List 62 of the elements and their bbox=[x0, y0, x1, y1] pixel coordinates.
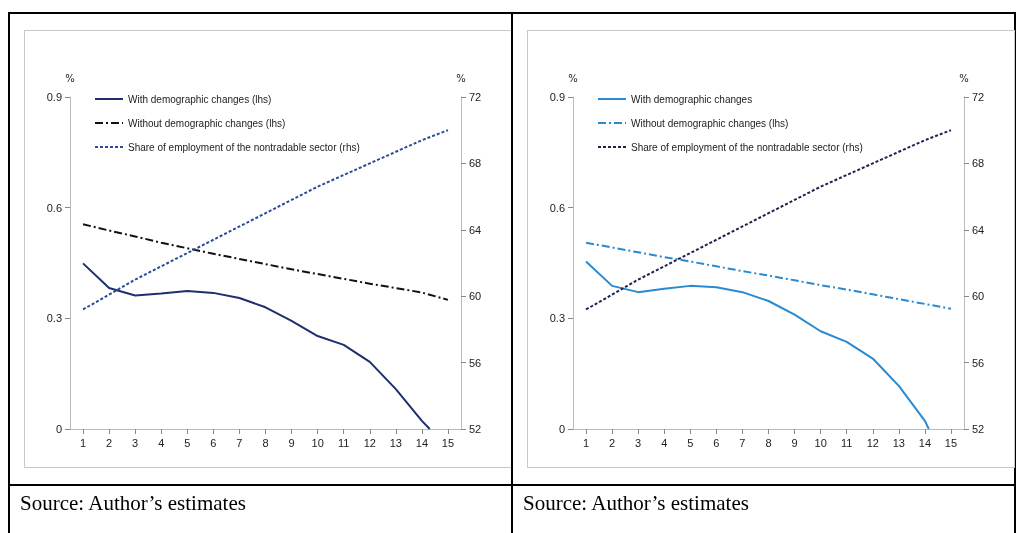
y2-tick-label: 72 bbox=[972, 91, 985, 103]
y-axis-title: % bbox=[65, 72, 75, 84]
x-tick-label: 6 bbox=[713, 436, 720, 449]
source-note: Source: Author’s estimates bbox=[10, 484, 511, 516]
legend-label: Share of employment of the nontradable sector (rhs) bbox=[128, 141, 360, 153]
y-tick-label: 0.9 bbox=[549, 91, 565, 103]
y-tick-label: 0.3 bbox=[46, 312, 62, 325]
y2-tick-label: 72 bbox=[469, 91, 482, 103]
x-tick-label: 12 bbox=[866, 436, 879, 449]
x-tick-label: 3 bbox=[132, 436, 139, 449]
y2-tick-label: 64 bbox=[469, 223, 482, 236]
y-tick-label: 0.6 bbox=[46, 201, 62, 214]
y2-tick-label: 52 bbox=[469, 423, 482, 435]
x-tick-label: 10 bbox=[311, 436, 324, 449]
x-tick-label: 13 bbox=[389, 436, 402, 449]
x-tick-label: 3 bbox=[635, 436, 642, 449]
x-tick-label: 9 bbox=[288, 436, 295, 449]
x-tick-label: 7 bbox=[739, 436, 746, 449]
x-tick-label: 10 bbox=[814, 436, 827, 449]
x-tick-label: 9 bbox=[791, 436, 798, 449]
legend-label: Without demographic changes (lhs) bbox=[631, 117, 789, 129]
x-tick-label: 15 bbox=[441, 436, 455, 449]
y2-tick-label: 60 bbox=[469, 290, 482, 303]
x-tick-label: 5 bbox=[184, 436, 191, 449]
x-tick-label: 6 bbox=[210, 436, 217, 449]
x-tick-label: 14 bbox=[918, 436, 932, 449]
x-tick-label: 1 bbox=[582, 436, 590, 449]
x-tick-label: 13 bbox=[892, 436, 905, 449]
y2-tick-label: 68 bbox=[469, 157, 482, 170]
x-tick-label: 5 bbox=[687, 436, 694, 449]
x-tick-label: 1 bbox=[79, 436, 87, 449]
y2-tick-label: 56 bbox=[972, 356, 985, 369]
y-tick-label: 0.9 bbox=[46, 91, 62, 103]
y2-tick-label: 56 bbox=[469, 356, 482, 369]
y2-tick-label: 64 bbox=[972, 223, 985, 236]
y2-tick-label: 52 bbox=[972, 423, 985, 435]
x-tick-label: 11 bbox=[337, 436, 350, 449]
y2-tick-label: 68 bbox=[972, 157, 985, 170]
y-tick-label: 0.3 bbox=[549, 312, 565, 325]
y2-axis-title: % bbox=[456, 72, 466, 84]
x-tick-label: 4 bbox=[661, 436, 668, 449]
source-note: Source: Author’s estimates bbox=[513, 484, 1014, 516]
x-tick-label: 4 bbox=[158, 436, 165, 449]
legend-label: With demographic changes bbox=[631, 93, 753, 105]
x-tick-label: 8 bbox=[262, 436, 269, 449]
y2-axis-title: % bbox=[959, 72, 969, 84]
x-tick-label: 2 bbox=[609, 436, 616, 449]
x-tick-label: 7 bbox=[236, 436, 243, 449]
legend-label: Without demographic changes (lhs) bbox=[128, 117, 286, 129]
x-tick-label: 12 bbox=[363, 436, 376, 449]
x-tick-label: 14 bbox=[415, 436, 429, 449]
legend-label: Share of employment of the nontradable sector (rhs) bbox=[631, 141, 863, 153]
x-tick-label: 11 bbox=[840, 436, 853, 449]
y-tick-label: 0.6 bbox=[549, 201, 565, 214]
legend-label: With demographic changes (lhs) bbox=[128, 93, 272, 105]
y2-tick-label: 60 bbox=[972, 290, 985, 303]
y-tick-label: 0 bbox=[558, 423, 565, 435]
x-tick-label: 8 bbox=[765, 436, 772, 449]
x-tick-label: 2 bbox=[106, 436, 113, 449]
x-tick-label: 15 bbox=[944, 436, 958, 449]
y-axis-title: % bbox=[568, 72, 578, 84]
y-tick-label: 0 bbox=[55, 423, 62, 435]
